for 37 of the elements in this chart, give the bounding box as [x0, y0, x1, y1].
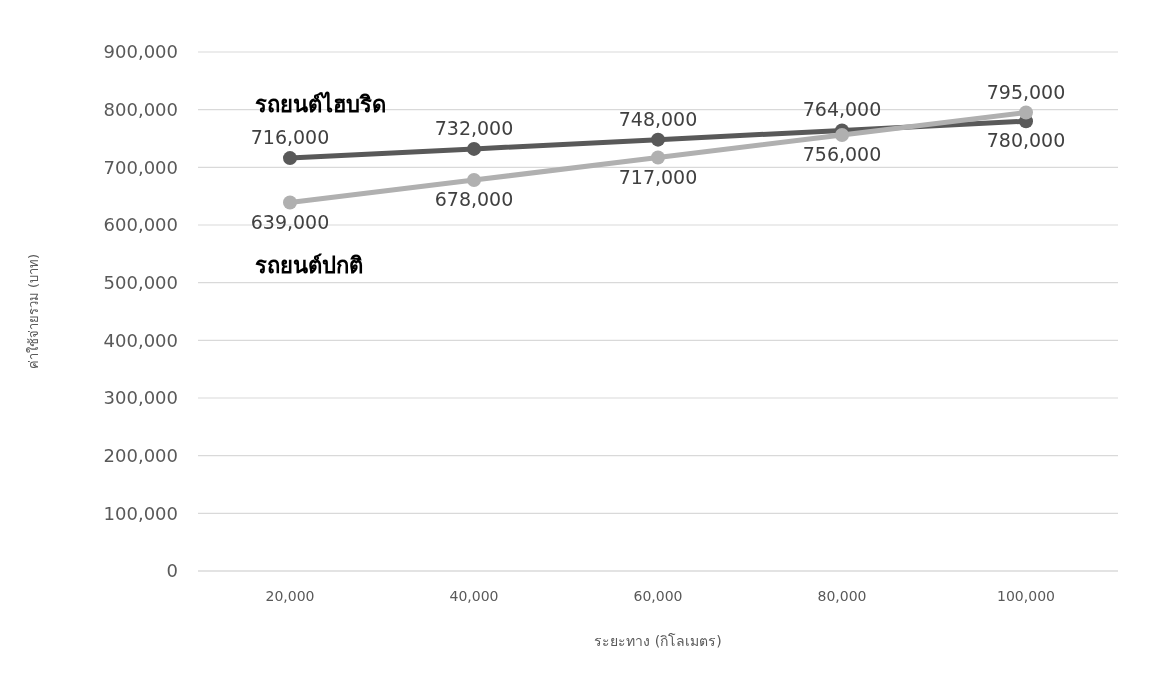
data-label: 639,000 [250, 210, 330, 233]
data-label: 780,000 [986, 129, 1066, 152]
point [835, 128, 849, 143]
x-tick-label: 20,000 [265, 588, 315, 604]
y-tick-label: 800,000 [103, 98, 178, 120]
data-label: 678,000 [434, 188, 514, 211]
x-tick-label: 100,000 [997, 588, 1055, 604]
point [651, 150, 665, 165]
y-tick-label: 400,000 [103, 329, 178, 351]
point [467, 141, 481, 156]
y-tick-label: 500,000 [103, 271, 178, 293]
y-tick-label: 0 [166, 560, 178, 582]
point [1019, 105, 1033, 120]
x-tick-label: 60,000 [633, 588, 683, 604]
data-label: 748,000 [618, 107, 698, 130]
y-tick-label: 900,000 [103, 41, 178, 63]
y-tick-label: 300,000 [103, 387, 178, 409]
data-label: 732,000 [434, 116, 514, 139]
data-label: 717,000 [618, 165, 698, 188]
x-tick-label: 40,000 [449, 588, 499, 604]
y-axis-title: ค่าใช้จ่ายรวม (บาท) [26, 253, 41, 370]
data-label: 756,000 [802, 143, 882, 166]
data-label: 764,000 [802, 98, 882, 121]
x-tick-label: 80,000 [817, 588, 867, 604]
point [651, 132, 665, 147]
x-axis-title: ระยะทาง (กิโลเมตร) [594, 633, 722, 649]
series-label: รถยนต์ไฮบริด [255, 91, 386, 118]
y-tick-label: 600,000 [103, 214, 178, 236]
data-label: 716,000 [250, 126, 330, 149]
point [283, 195, 297, 210]
point [467, 173, 481, 188]
text: รถยนต์ปกติ [255, 252, 363, 278]
y-tick-label: 200,000 [103, 444, 178, 466]
y-tick-label: 700,000 [103, 156, 178, 178]
y-tick-label: 100,000 [103, 502, 178, 524]
data-label: 795,000 [986, 80, 1066, 103]
point [283, 151, 297, 166]
